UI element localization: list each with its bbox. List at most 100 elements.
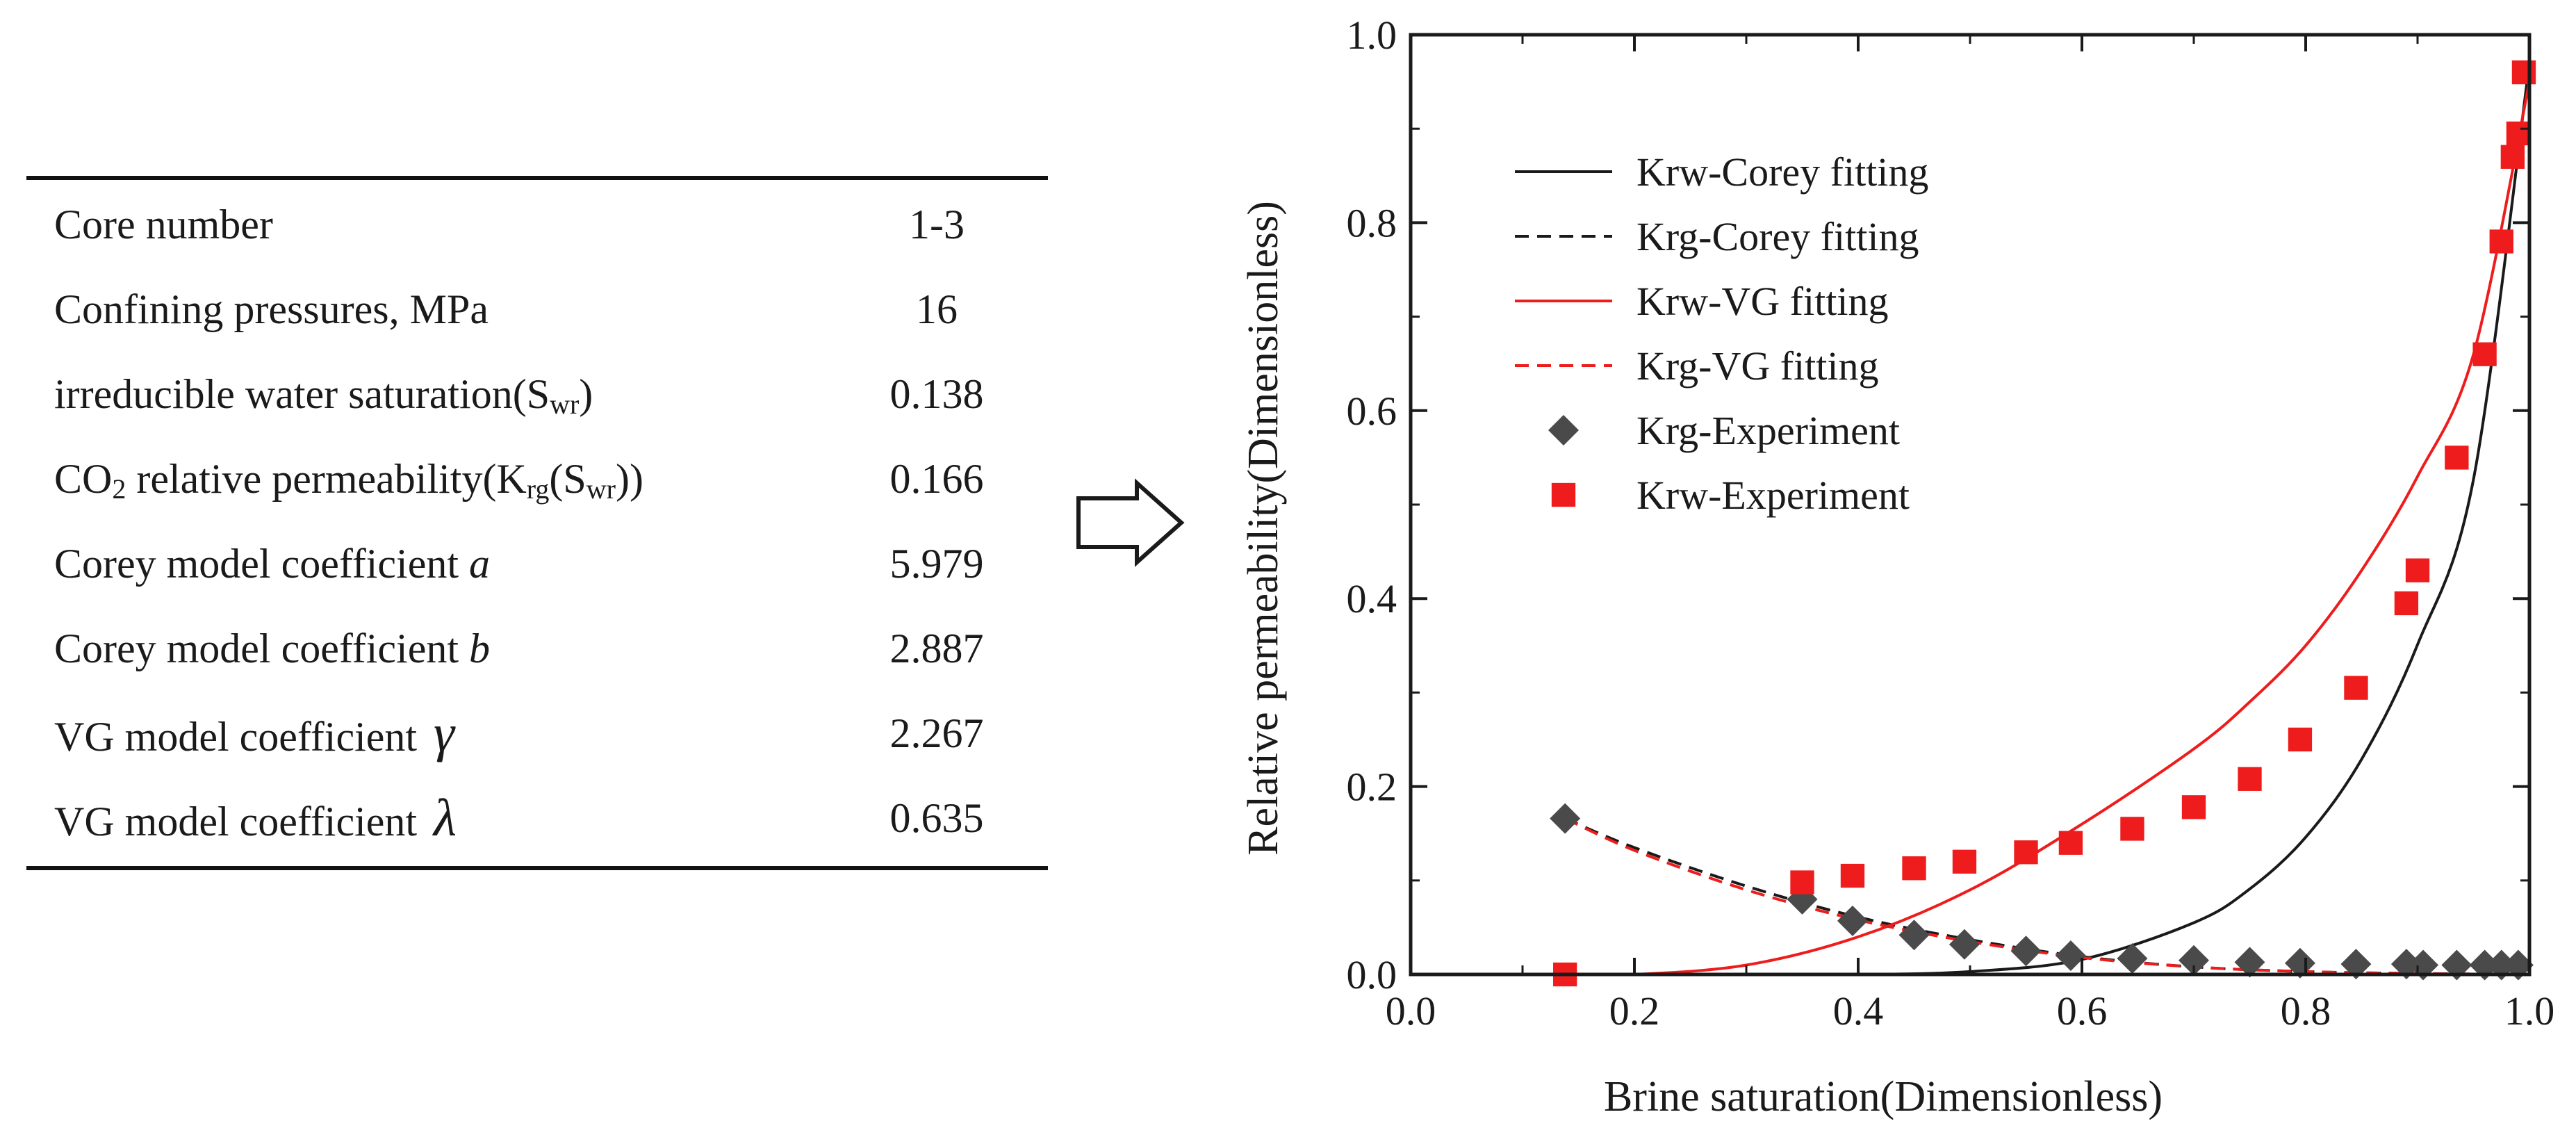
krw-experiment-point (2506, 121, 2531, 146)
krg-experiment-point (2010, 936, 2042, 967)
x-tick-label: 0.0 (1386, 988, 1436, 1034)
krw-experiment-point (2058, 831, 2083, 855)
table-row: Corey model coefficient a 5.979 (26, 536, 1048, 591)
curve-krw-corey-fitting (1565, 63, 2529, 974)
curve-krw-vg-fitting (1565, 81, 2529, 974)
krg-experiment-point (1837, 905, 1868, 936)
krg-experiment-point (1550, 803, 1581, 834)
krg-experiment-point (2179, 945, 2209, 976)
krw-experiment-point (1952, 849, 1977, 874)
krw-experiment-point (1902, 856, 1926, 881)
row-value: 16 (916, 286, 958, 332)
legend-label: Krw-VG fitting (1636, 279, 1888, 324)
row-value: 5.979 (889, 541, 984, 587)
krg-experiment-point (2234, 947, 2265, 978)
krw-experiment-point (2344, 676, 2368, 700)
experiment-markers (1550, 60, 2536, 987)
krw-experiment-point (2238, 767, 2262, 791)
gamma-symbol: γ (434, 704, 454, 762)
krw-experiment-point (1790, 870, 1814, 895)
krg-experiment-point (2284, 947, 2315, 979)
diamond-marker-icon (1548, 415, 1579, 446)
y-tick-label: 1.0 (1347, 13, 1397, 58)
krw-experiment-point (2500, 145, 2525, 169)
krg-experiment-point (2502, 949, 2534, 981)
legend-entry: Krg-Experiment (1548, 408, 1900, 453)
table-row: VG model coefficient γ 2.267 (26, 705, 1048, 761)
legend-label: Krw-Corey fitting (1636, 149, 1928, 195)
row-label: Confining pressures, MPa (54, 286, 489, 332)
lambda-symbol: λ (434, 789, 457, 847)
krw-experiment-point (1840, 863, 1865, 888)
krw-experiment-point (2511, 60, 2536, 85)
row-label: Corey model coefficient a (54, 541, 491, 587)
krg-experiment-point (2340, 949, 2372, 980)
row-label: irreducible water saturation(Swr) (54, 371, 593, 420)
row-label: VG model coefficient λ (54, 789, 457, 847)
legend-entry: Krw-Corey fitting (1515, 149, 1928, 195)
legend-label: Krg-Experiment (1636, 408, 1900, 453)
legend-label: Krw-Experiment (1636, 473, 1910, 518)
y-tick-label: 0.8 (1347, 200, 1397, 245)
krw-experiment-point (2472, 342, 2497, 366)
y-tick-label: 0.6 (1347, 389, 1397, 434)
krw-experiment-point (2120, 817, 2144, 841)
krg-experiment-point (2441, 949, 2472, 981)
x-tick-label: 1.0 (2504, 988, 2555, 1034)
x-tick-label: 0.6 (2057, 988, 2108, 1034)
krw-experiment-point (2394, 591, 2419, 616)
krw-experiment-point (2014, 840, 2038, 865)
row-value: 2.887 (889, 626, 984, 671)
x-tick-label: 0.4 (1833, 988, 1884, 1034)
krg-experiment-point (2469, 949, 2500, 981)
legend-label: Krg-VG fitting (1636, 343, 1879, 389)
table-bottom-rule (26, 866, 1048, 870)
row-label: Core number (54, 202, 273, 247)
row-label: VG model coefficient γ (54, 704, 454, 762)
legend-label: Krg-Corey fitting (1636, 214, 1919, 259)
krg-experiment-point (2055, 940, 2086, 971)
table-row: Confining pressures, MPa 16 (26, 281, 1048, 337)
row-label: Corey model coefficient b (54, 626, 491, 671)
chart-legend: Krw-Corey fitting Krg-Corey fitting Krw-VG… (1515, 149, 1928, 518)
krw-experiment-point (2405, 558, 2430, 582)
table-top-rule (26, 176, 1048, 180)
krg-experiment-point (2408, 949, 2439, 981)
curve-krg-vg-fitting (1564, 817, 2529, 974)
y-tick-label: 0.0 (1347, 952, 1397, 997)
legend-entry: Krg-Corey fitting (1515, 214, 1919, 259)
x-axis-label: Brine saturation(Dimensionless) (1604, 1073, 2163, 1120)
legend-entry: Krg-VG fitting (1515, 343, 1879, 389)
krg-experiment-point (2390, 949, 2422, 980)
row-value: 2.267 (889, 710, 984, 756)
x-tick-label: 0.2 (1609, 988, 1660, 1034)
row-value: 0.138 (889, 371, 984, 417)
y-tick-label: 0.2 (1347, 765, 1397, 810)
curve-krg-corey-fitting (1564, 817, 2529, 974)
table-row: irreducible water saturation(Swr) 0.138 (26, 366, 1048, 422)
fitting-curves (1564, 63, 2529, 974)
krg-experiment-point (1898, 920, 1930, 951)
y-tick-label: 0.4 (1347, 576, 1397, 621)
row-value: 0.166 (889, 456, 984, 502)
row-value: 0.635 (889, 795, 984, 841)
x-tick-label: 0.8 (2281, 988, 2331, 1034)
krw-experiment-point (2181, 795, 2206, 819)
row-label: CO2 relative permeability(Krg(Swr)) (54, 456, 643, 505)
plot-frame (1409, 33, 2532, 977)
krg-experiment-point (2117, 943, 2148, 974)
krw-experiment-point (2288, 727, 2313, 752)
krw-experiment-point (2445, 446, 2469, 470)
y-axis-label: Relative permeability(Dimensionless) (1240, 201, 1287, 856)
krw-experiment-point (2489, 229, 2513, 254)
row-value: 1-3 (909, 202, 965, 247)
table-row: CO2 relative permeability(Krg(Swr)) 0.16… (26, 451, 1048, 507)
table-row: Core number 1-3 (26, 197, 1048, 252)
axis-ticks: 0.00.0 0.2 0.2 0.4 0.4 0.6 0.6 0.8 0.8 1.0 1.0 (1347, 13, 2555, 1034)
table-row: VG model coefficient λ 0.635 (26, 790, 1048, 846)
legend-entry: Krw-Experiment (1551, 473, 1910, 518)
table-row: Corey model coefficient b 2.887 (26, 621, 1048, 676)
legend-entry: Krw-VG fitting (1515, 279, 1888, 324)
krg-experiment-point (1949, 929, 1980, 960)
